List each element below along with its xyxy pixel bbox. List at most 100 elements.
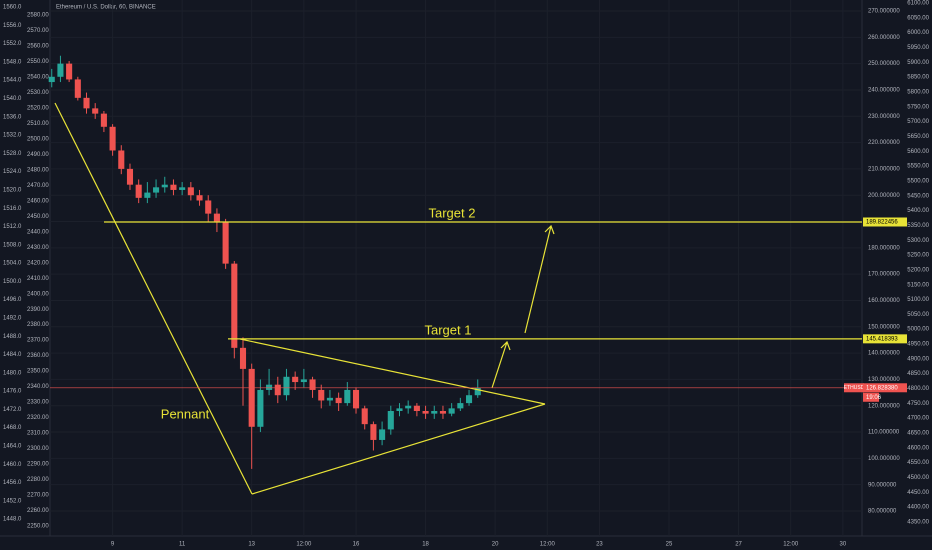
y-tick-label: 5850.00 — [907, 75, 929, 81]
x-tick-label: 30 — [840, 542, 847, 548]
y-tick-label: 2560.00 — [27, 44, 49, 50]
y-tick-label: 220.000000 — [868, 140, 900, 146]
x-tick-label: 16 — [353, 542, 360, 548]
candle-body — [379, 429, 386, 440]
axis-labels: 270.000000 260.000000 250.000000 240.000000… — [3, 1, 930, 548]
candle-body — [266, 384, 273, 390]
y-tick-label: 5400.00 — [907, 208, 929, 214]
candle-body — [100, 113, 107, 127]
y-tick-label: 240.000000 — [868, 88, 900, 94]
y-tick-label: 1480.0 — [3, 370, 22, 376]
y-tick-label: 5950.00 — [907, 45, 929, 51]
y-tick-label: 4600.00 — [907, 445, 929, 451]
candle-body — [83, 97, 90, 109]
x-tick-label: 11 — [179, 542, 186, 548]
pennant-upper — [239, 338, 546, 405]
y-tick-label: 4900.00 — [907, 356, 929, 362]
candle-body — [239, 347, 247, 369]
x-tick-label: 23 — [596, 542, 603, 548]
y-tick-label: 2490.00 — [27, 152, 49, 158]
candle-body — [161, 184, 168, 188]
y-tick-label: 2420.00 — [27, 260, 49, 266]
y-tick-label: 5450.00 — [907, 193, 929, 199]
symbol-label: ETHUSD — [844, 385, 865, 391]
y-tick-label: 260.000000 — [868, 35, 900, 41]
y-tick-label: 1456.0 — [3, 480, 22, 486]
y-tick-label: 2470.00 — [27, 183, 49, 189]
candle-body — [118, 150, 125, 169]
y-tick-label: 4500.00 — [907, 475, 929, 481]
candle-body — [465, 395, 473, 404]
y-tick-label: 5900.00 — [907, 60, 929, 66]
y-tick-label: 4450.00 — [907, 490, 929, 496]
y-tick-label: 5750.00 — [907, 104, 929, 110]
candle-body — [387, 411, 394, 430]
candle-body — [274, 384, 281, 396]
candle-body — [92, 108, 99, 114]
y-tick-label: 6050.00 — [907, 15, 929, 21]
y-tick-label: 170.000000 — [868, 272, 900, 278]
y-tick-label: 2380.00 — [27, 322, 49, 328]
y-tick-label: 270.000000 — [868, 9, 900, 15]
y-tick-label: 5350.00 — [907, 223, 929, 229]
y-tick-label: 1496.0 — [3, 297, 22, 303]
target-label: Target 2 — [429, 205, 476, 220]
y-tick-label: 2450.00 — [27, 214, 49, 220]
y-tick-label: 160.000000 — [868, 298, 900, 304]
y-tick-label: 2530.00 — [27, 90, 49, 96]
y-tick-label: 4400.00 — [907, 505, 929, 511]
y-tick-label: 2440.00 — [27, 229, 49, 235]
y-tick-label: 140.000000 — [868, 351, 900, 357]
y-tick-label: 5250.00 — [907, 253, 929, 259]
candle-body — [135, 184, 142, 198]
candle-body — [179, 187, 186, 190]
y-tick-label: 2260.00 — [27, 508, 49, 514]
y-tick-label: 2320.00 — [27, 415, 49, 421]
y-tick-label: 2270.00 — [27, 493, 49, 499]
candle-body — [66, 63, 73, 80]
candle-body — [57, 63, 64, 77]
y-tick-label: 250.000000 — [868, 61, 900, 67]
y-tick-label: 4950.00 — [907, 342, 929, 348]
y-tick-label: 1472.0 — [3, 407, 22, 413]
candle-body — [318, 389, 325, 401]
y-tick-label: 2480.00 — [27, 167, 49, 173]
y-tick-label: 1528.0 — [3, 151, 22, 157]
y-tick-label: 1452.0 — [3, 498, 22, 504]
symbol-box — [844, 383, 864, 393]
price-label-box — [863, 334, 907, 344]
y-tick-label: 1536.0 — [3, 114, 22, 120]
y-tick-label: 1488.0 — [3, 334, 22, 340]
candle-body — [422, 411, 429, 414]
y-tick-label: 120.000000 — [868, 403, 900, 409]
y-tick-label: 1520.0 — [3, 187, 22, 193]
candle-body — [170, 184, 177, 190]
y-tick-label: 2370.00 — [27, 338, 49, 344]
candle-body — [457, 403, 464, 409]
price-label: 189.822456 — [866, 220, 898, 226]
y-tick-label: 2310.00 — [27, 431, 49, 437]
y-tick-label: 5000.00 — [907, 327, 929, 333]
y-tick-label: 1548.0 — [3, 59, 22, 65]
candle-body — [405, 405, 412, 409]
candle-body — [396, 408, 403, 411]
y-tick-label: 1464.0 — [3, 444, 22, 450]
y-tick-label: 1500.0 — [3, 279, 22, 285]
y-tick-label: 4350.00 — [907, 519, 929, 525]
candle-body — [335, 397, 342, 404]
y-tick-label: 1532.0 — [3, 133, 22, 139]
y-tick-label: 130.000000 — [868, 377, 900, 383]
chart-title: Ethereum / U.S. Dollar, 60, BINANCE — [56, 5, 156, 11]
y-tick-label: 5600.00 — [907, 149, 929, 155]
candle-body — [352, 389, 360, 409]
candle-body — [187, 187, 194, 196]
y-tick-label: 2250.00 — [27, 524, 49, 530]
candle-body — [300, 379, 307, 383]
candle-body — [126, 168, 134, 185]
x-tick-label: 9 — [111, 542, 115, 548]
y-tick-label: 1448.0 — [3, 517, 22, 523]
candles — [48, 55, 481, 469]
drawings — [54, 102, 555, 495]
